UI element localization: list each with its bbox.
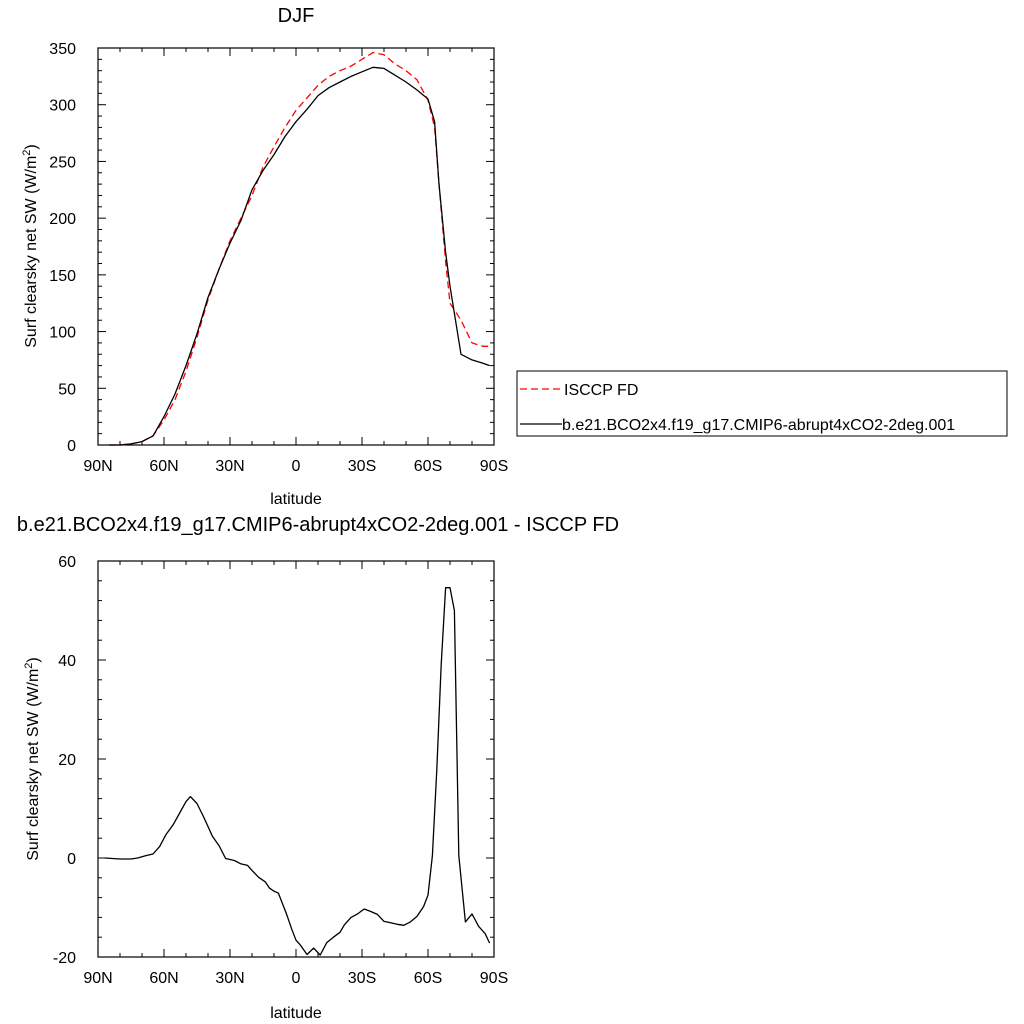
legend-box <box>516 370 1008 437</box>
bottom-x-tick-label: 30S <box>348 970 376 987</box>
bottom-x-axis-label: latitude <box>270 1005 322 1022</box>
bottom-y-tick-label: 40 <box>58 653 76 670</box>
top-x-tick-label: 90S <box>480 458 508 475</box>
top-x-tick-label: 60S <box>414 458 442 475</box>
top-plot-frame <box>97 47 495 446</box>
top-x-tick-label: 30N <box>215 458 244 475</box>
bottom-series-line-0 <box>104 587 491 956</box>
top-y-axis-label: Surf clearsky net SW (W/m2) <box>21 144 40 347</box>
bottom-y-axis-label: Surf clearsky net SW (W/m2) <box>23 657 42 860</box>
top-chart-title: DJF <box>278 5 315 27</box>
top-series-line-0 <box>109 51 490 446</box>
legend-label-model: b.e21.BCO2x4.f19_g17.CMIP6-abrupt4xCO2-2… <box>562 417 955 434</box>
bottom-x-tick-label: 60N <box>149 970 178 987</box>
bottom-y-tick-label: -20 <box>53 950 76 967</box>
bottom-x-tick-label: 90S <box>480 970 508 987</box>
bottom-chart-title: b.e21.BCO2x4.f19_g17.CMIP6-abrupt4xCO2-2… <box>17 514 619 536</box>
top-y-tick-label: 200 <box>49 211 76 228</box>
top-x-tick-label: 90N <box>83 458 112 475</box>
bottom-y-tick-label: 60 <box>58 554 76 571</box>
top-y-tick-label: 0 <box>67 438 76 455</box>
bottom-x-tick-label: 30N <box>215 970 244 987</box>
top-x-axis-label: latitude <box>270 491 322 508</box>
top-y-tick-label: 300 <box>49 98 76 115</box>
bottom-x-tick-label: 60S <box>414 970 442 987</box>
bottom-x-tick-label: 90N <box>83 970 112 987</box>
top-y-tick-label: 100 <box>49 325 76 342</box>
bottom-y-tick-label: 0 <box>67 851 76 868</box>
top-x-tick-label: 0 <box>292 458 301 475</box>
top-chart: DJF 90N 60N 30N 0 30S 60S 90S 0 50 100 150 200 250 30… <box>21 5 1008 508</box>
bottom-chart: b.e21.BCO2x4.f19_g17.CMIP6-abrupt4xCO2-2… <box>17 514 619 1022</box>
bottom-plot-frame <box>97 560 495 958</box>
top-y-tick-label: 150 <box>49 268 76 285</box>
top-y-tick-label: 250 <box>49 154 76 171</box>
top-y-tick-label: 350 <box>49 41 76 58</box>
legend: ISCCP FD b.e21.BCO2x4.f19_g17.CMIP6-abru… <box>516 370 1008 437</box>
bottom-y-tick-label: 20 <box>58 752 76 769</box>
bottom-x-tick-label: 0 <box>292 970 301 987</box>
top-series-line-1 <box>109 66 490 446</box>
top-x-tick-label: 60N <box>149 458 178 475</box>
legend-label-isccp: ISCCP FD <box>564 382 638 399</box>
top-x-tick-label: 30S <box>348 458 376 475</box>
top-y-tick-label: 50 <box>58 381 76 398</box>
